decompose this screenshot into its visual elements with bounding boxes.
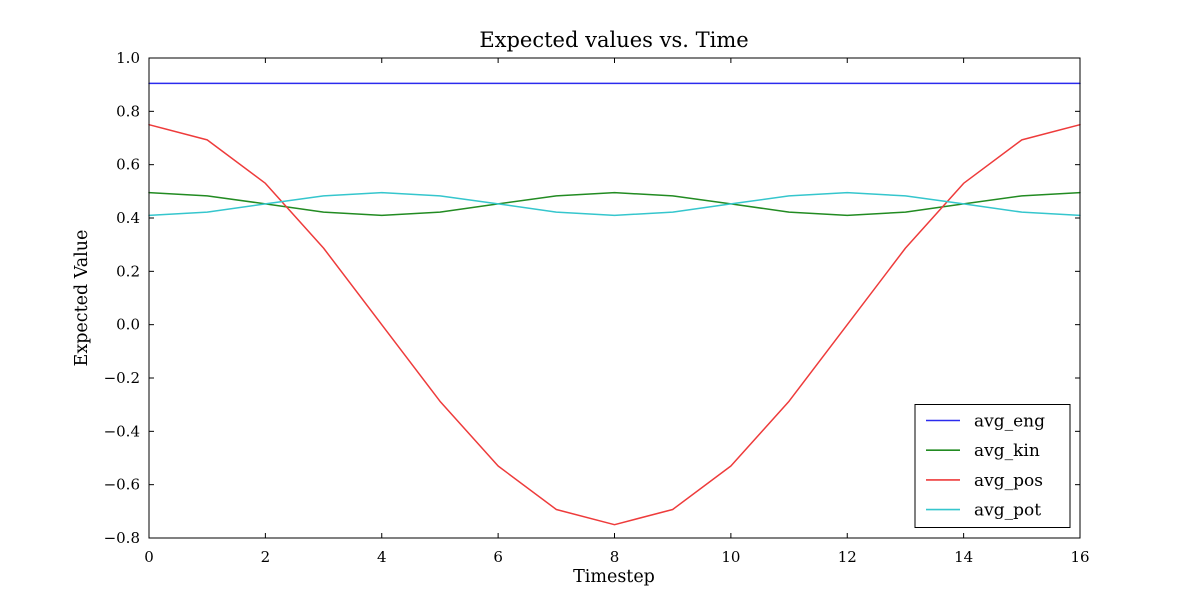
legend-label-avg_pot: avg_pot bbox=[974, 501, 1041, 521]
x-tick-label: 4 bbox=[377, 548, 387, 566]
y-tick-label: 1.0 bbox=[116, 49, 140, 67]
y-tick-label: −0.8 bbox=[104, 529, 140, 547]
legend-label-avg_eng: avg_eng bbox=[974, 412, 1045, 432]
plot-border bbox=[148, 57, 1081, 539]
plot-area bbox=[148, 82, 1081, 526]
y-tick-label: −0.2 bbox=[104, 369, 140, 387]
legend-box bbox=[914, 404, 1071, 528]
x-tick-label: 0 bbox=[144, 548, 154, 566]
series-line-avg_pot bbox=[148, 191, 1081, 217]
x-tick-label: 14 bbox=[954, 548, 973, 566]
y-axis-label: Expected Value bbox=[72, 230, 92, 367]
chart-title: Expected values vs. Time bbox=[479, 28, 748, 52]
y-tick-label: −0.4 bbox=[104, 422, 140, 440]
y-tick-label: 0.0 bbox=[116, 316, 140, 334]
x-tick-label: 12 bbox=[838, 548, 857, 566]
y-tick-label: 0.4 bbox=[116, 209, 140, 227]
x-tick-label: 8 bbox=[610, 548, 620, 566]
x-tick-label: 6 bbox=[493, 548, 503, 566]
axes-frame bbox=[148, 57, 1081, 539]
legend-label-avg_kin: avg_kin bbox=[974, 441, 1040, 461]
x-axis-label: Timestep bbox=[573, 567, 655, 587]
y-tick-label: 0.8 bbox=[116, 102, 140, 120]
x-tick-label: 16 bbox=[1070, 548, 1089, 566]
legend-label-avg_pos: avg_pos bbox=[974, 471, 1043, 491]
y-tick-label: 0.2 bbox=[116, 262, 140, 280]
x-tick-label: 10 bbox=[721, 548, 740, 566]
y-tick-label: −0.6 bbox=[104, 476, 140, 494]
x-tick-label: 2 bbox=[261, 548, 271, 566]
y-tick-label: 0.6 bbox=[116, 156, 140, 174]
series-line-avg_pos bbox=[148, 123, 1081, 526]
legend: avg_eng avg_kin avg_pos avg_pot bbox=[914, 404, 1071, 528]
series-line-avg_kin bbox=[148, 191, 1081, 217]
